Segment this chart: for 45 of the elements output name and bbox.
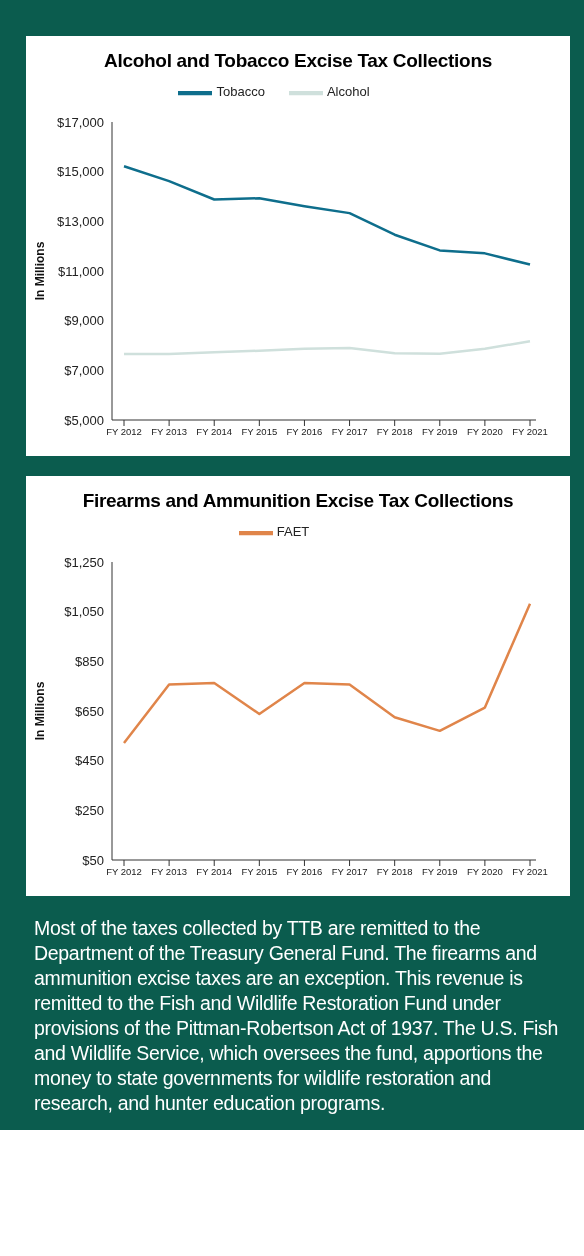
legend-label: Alcohol [326,84,370,100]
legend-label: FAET [276,524,310,540]
x-tick-label: FY 2019 [421,865,458,877]
y-tick-label: $13,000 [57,213,104,229]
y-tick-label: $17,000 [57,114,104,130]
y-tick-label: $650 [75,703,104,719]
x-tick-label: FY 2015 [241,425,278,437]
y-axis-title: In Millions [33,241,48,301]
line-series [122,602,532,745]
y-tick-label: $11,000 [57,263,104,279]
y-tick-label: $850 [75,653,104,669]
y-tick-label: $15,000 [57,164,104,180]
x-tick-label: FY 2014 [196,865,233,877]
x-tick-label: FY 2016 [286,865,323,877]
text: Most of the taxes collected by TTB are remitted to the Department of the Treasury General Fund. The firearms and ammunition excise taxes are an exception. This revenue is remitted to the Fish and Wildlife Restoration Fund under provisions of the Pittman-Robertson Act of 1937. The U.S. Fish and Wildlife Service, which oversees the fund, apportions the money to state governments for wildlife restoration and research, and hunter education programs. [33,916,560,1116]
x-tick-label: FY 2015 [241,865,278,877]
x-tick-label: FY 2020 [467,865,503,877]
x-tick-label: FY 2013 [151,425,187,437]
x-tick-label: FY 2021 [512,425,548,437]
y-tick-label: $5,000 [64,412,104,428]
x-tick-label: FY 2020 [467,425,503,437]
x-tick-label: FY 2013 [151,865,187,877]
x-tick-label: FY 2014 [196,425,233,437]
y-tick-label: $250 [75,802,104,818]
x-tick-label: FY 2017 [331,425,368,437]
line-series [122,340,532,356]
line-series [122,164,532,266]
y-tick-label: $1,250 [64,554,104,570]
y-tick-label: $450 [75,753,104,769]
legend-label: Tobacco [216,84,265,100]
x-tick-label: FY 2012 [106,425,142,437]
y-axis-title: In Millions [33,681,48,741]
x-tick-label: FY 2017 [331,865,368,877]
chart-title: Firearms and Ammunition Excise Tax Collections [81,490,515,512]
x-tick-label: FY 2018 [376,425,413,437]
x-tick-label: FY 2019 [421,425,458,437]
x-tick-label: FY 2021 [512,865,548,877]
x-tick-label: FY 2018 [376,865,413,877]
chart-title: Alcohol and Tobacco Excise Tax Collections [103,50,493,72]
y-tick-label: $1,050 [64,604,104,620]
y-tick-label: $50 [82,852,104,868]
y-tick-label: $7,000 [64,362,104,378]
x-tick-label: FY 2012 [106,865,142,877]
x-tick-label: FY 2016 [286,425,323,437]
y-tick-label: $9,000 [64,313,104,329]
